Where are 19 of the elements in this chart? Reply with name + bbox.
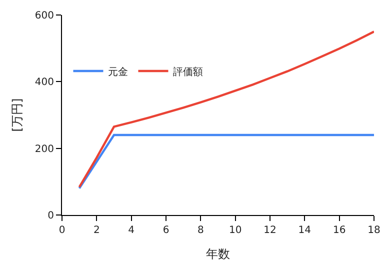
x-tick-label: 12 [264, 225, 276, 236]
x-tick-label: 18 [368, 225, 380, 236]
x-tick-label: 4 [128, 225, 135, 236]
x-tick-label: 2 [93, 225, 100, 236]
legend-label: 元金 [108, 66, 128, 78]
x-tick-label: 14 [298, 225, 312, 236]
x-tick-label: 16 [332, 225, 346, 236]
legend-label: 評価額 [173, 66, 204, 78]
y-tick-label: 600 [34, 10, 54, 22]
y-axis-title: [万円] [10, 98, 24, 132]
x-axis-title: 年数 [206, 246, 230, 261]
x-tick-label: 0 [58, 225, 66, 236]
line-series [78, 30, 374, 188]
x-tick-label: 6 [162, 225, 170, 236]
x-tick-label: 8 [197, 225, 204, 236]
x-tick-label: 10 [228, 225, 242, 236]
y-tick-label: 400 [34, 77, 54, 88]
y-tick-label: 200 [34, 144, 54, 155]
y-tick-label: 0 [48, 210, 54, 222]
